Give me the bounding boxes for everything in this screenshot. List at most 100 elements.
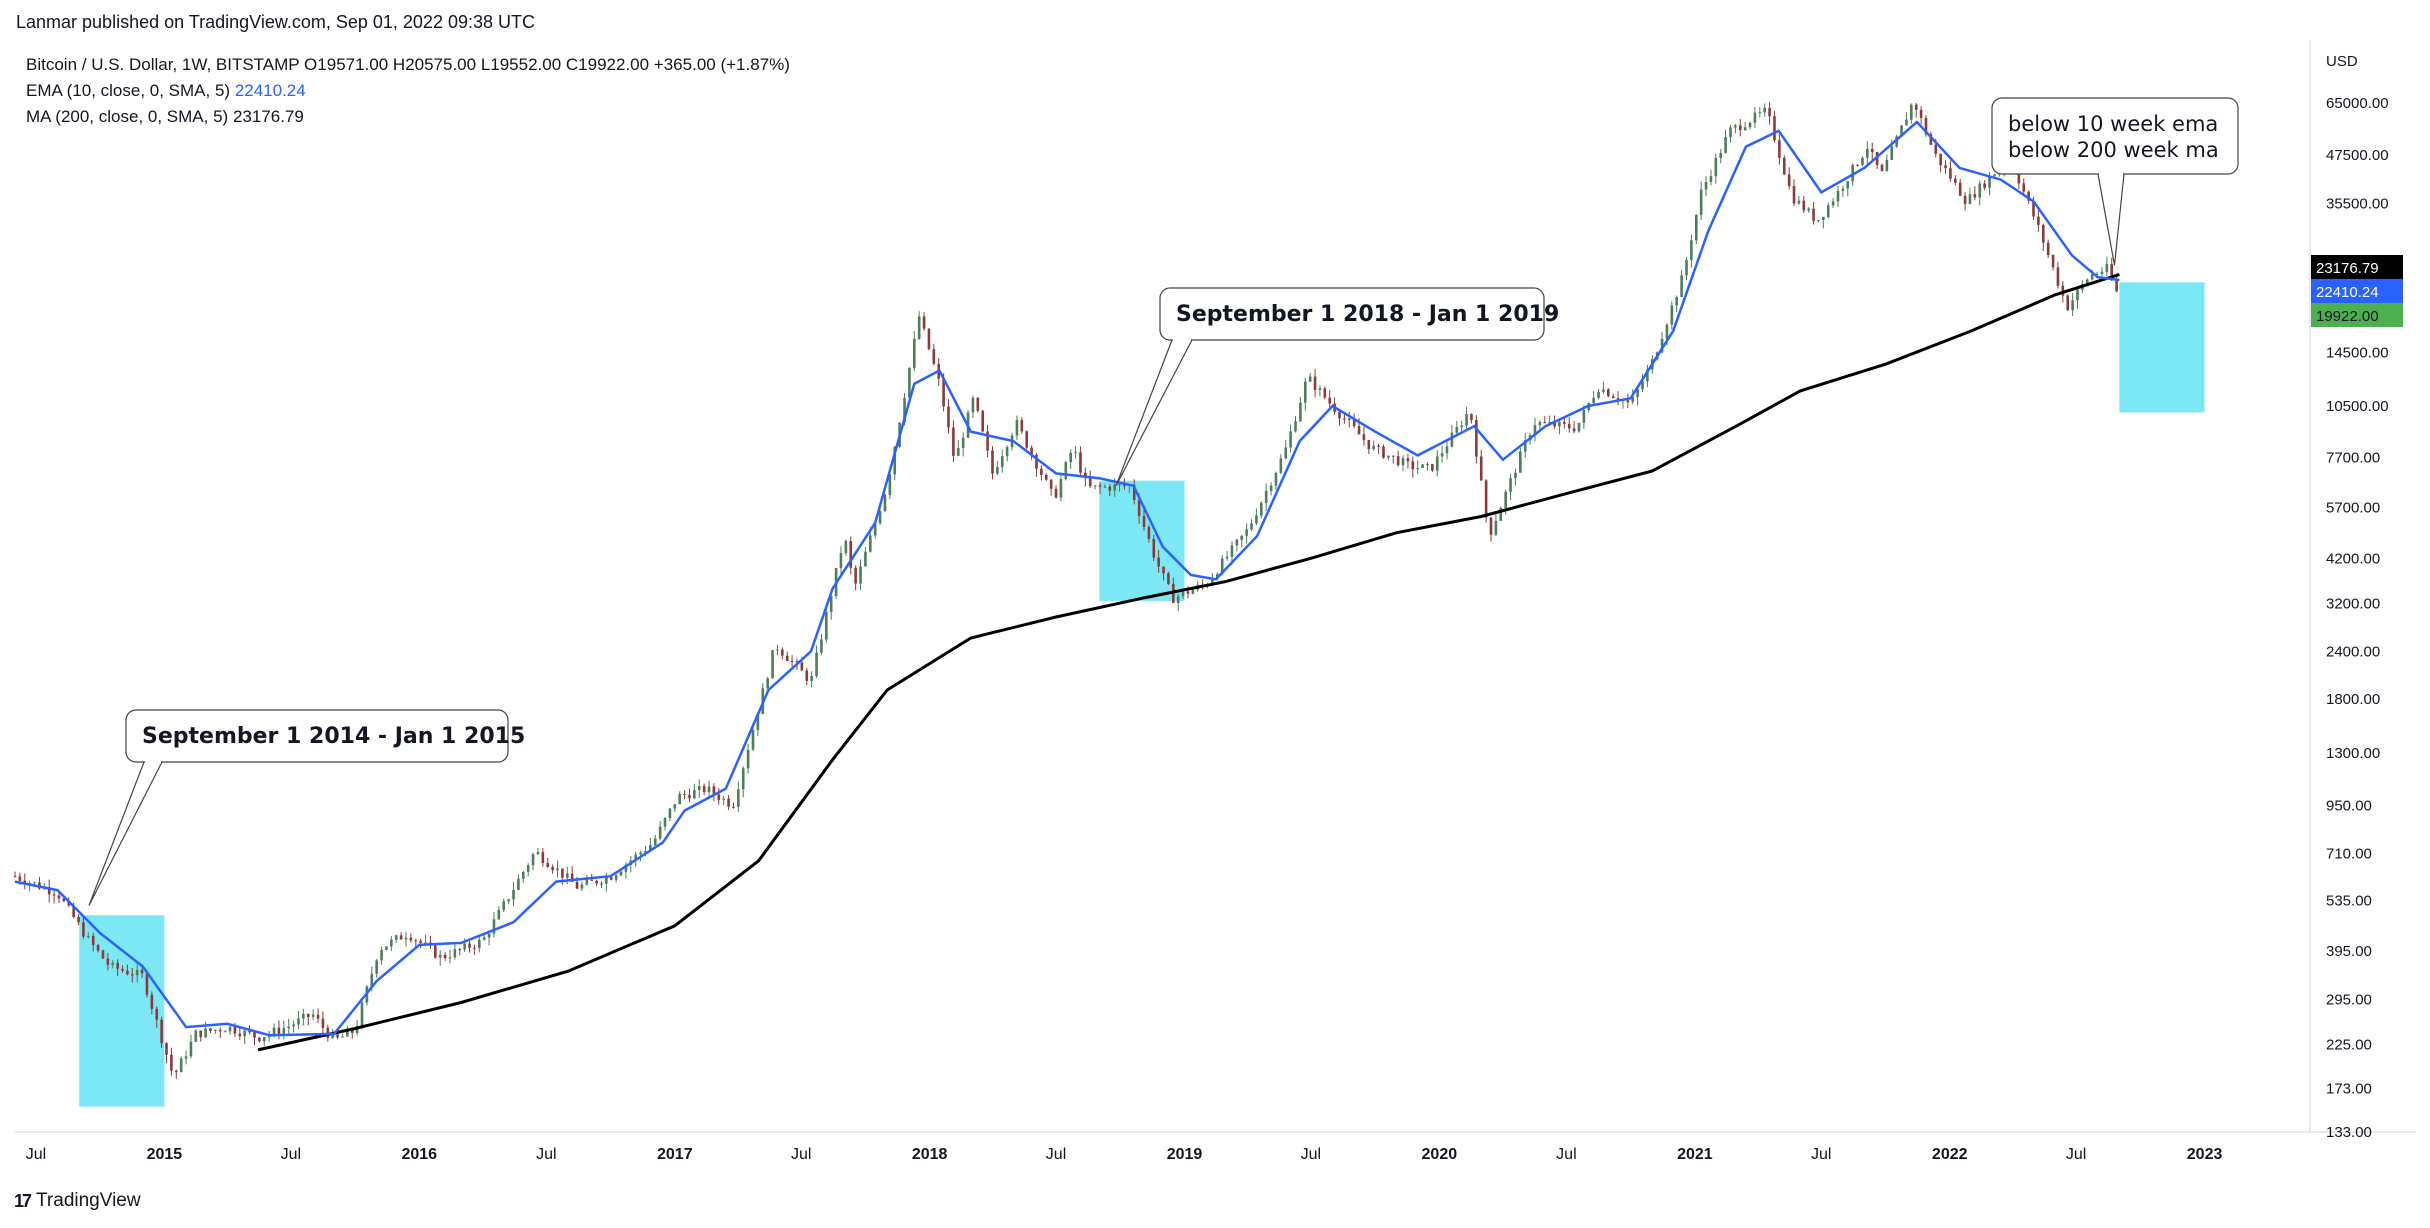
candle-body <box>1308 376 1312 382</box>
x-tick-label: Jul <box>1301 1146 1321 1163</box>
candle-body <box>517 878 520 890</box>
candle-body <box>1866 148 1869 158</box>
x-tick-label: 2018 <box>912 1146 948 1163</box>
candle-body <box>1924 117 1928 135</box>
candle-body <box>1685 259 1688 276</box>
price-tag-close <box>2311 303 2403 327</box>
candle-body <box>130 974 134 976</box>
y-tick-label: 173.00 <box>2326 1080 2372 1097</box>
candle-body <box>1768 107 1771 117</box>
y-tick-label: 5700.00 <box>2326 500 2380 517</box>
candle-body <box>1743 127 1747 131</box>
candle-body <box>1817 220 1820 222</box>
candle-body <box>1103 486 1107 488</box>
price-chart[interactable]: September 1 2014 - Jan 1 2015 September 1… <box>0 0 2430 1180</box>
candle-body <box>1729 127 1732 138</box>
candle-body <box>1963 195 1967 204</box>
candle-body <box>2027 191 2030 201</box>
candle-body <box>873 523 877 536</box>
candle-body <box>1181 591 1185 597</box>
candle-body <box>1831 201 1835 206</box>
candle-body <box>1914 104 1918 110</box>
candle-body <box>341 1036 344 1038</box>
candle-body <box>1919 109 1923 118</box>
candle-body <box>1035 454 1038 469</box>
candle-body <box>443 954 447 959</box>
candle-body <box>986 431 989 451</box>
candle-body <box>1782 157 1786 175</box>
candle-body <box>883 494 887 512</box>
candle-body <box>1328 397 1332 404</box>
candle-body <box>1431 464 1434 471</box>
candle-body <box>390 939 393 947</box>
candle-body <box>223 1031 227 1033</box>
candle-body <box>1890 146 1894 160</box>
candle-body <box>908 367 911 398</box>
candle-body <box>248 1030 251 1033</box>
candle-body <box>1660 338 1664 353</box>
x-tick-label: Jul <box>26 1146 46 1163</box>
candle-body <box>1176 596 1180 603</box>
candle-body <box>673 804 677 809</box>
candle-body <box>1220 558 1224 575</box>
callout-2014-pointer <box>88 761 163 906</box>
candle-body <box>404 937 408 940</box>
y-tick-label: 225.00 <box>2326 1037 2372 1054</box>
candle-body <box>179 1058 183 1073</box>
candle-body <box>1626 400 1630 403</box>
x-tick-label: Jul <box>1811 1146 1831 1163</box>
candle-body <box>1973 194 1977 198</box>
candle-body <box>1015 420 1019 436</box>
callout-layer: September 1 2014 - Jan 1 2015 September 1… <box>88 97 2239 906</box>
candle-body <box>956 448 960 456</box>
candle-body <box>1861 157 1864 166</box>
x-tick-label: Jul <box>1046 1146 1066 1163</box>
candle-body <box>1025 431 1028 448</box>
y-tick-label: 65000.00 <box>2326 95 2389 112</box>
x-tick-label: 2020 <box>1422 1146 1458 1163</box>
candle-body <box>825 611 828 640</box>
candle-body <box>1680 275 1683 298</box>
candle-body <box>1939 153 1942 166</box>
price-tag-ma-label: 23176.79 <box>2316 260 2379 277</box>
candle-body <box>311 1014 315 1018</box>
candle-body <box>1558 421 1561 427</box>
candle-body <box>2095 273 2099 275</box>
candle-body <box>2032 200 2035 217</box>
y-tick-label: 1800.00 <box>2326 691 2380 708</box>
x-tick-label: Jul <box>536 1146 556 1163</box>
candle-body <box>1636 389 1639 398</box>
candle-body <box>702 786 706 792</box>
candle-body <box>2051 254 2055 268</box>
candle-body <box>556 868 559 871</box>
callout-2022-text: below 200 week ma <box>2008 138 2219 162</box>
candle-body <box>189 1041 193 1057</box>
candle-body <box>820 639 823 653</box>
candle-body <box>1504 491 1507 509</box>
candle-body <box>653 838 657 845</box>
candle-body <box>639 852 642 855</box>
candle-body <box>468 943 471 948</box>
candle-body <box>1040 468 1043 475</box>
candle-body <box>1132 485 1136 500</box>
candle-body <box>1186 591 1190 594</box>
callout-2018-text: September 1 2018 - Jan 1 2019 <box>1176 302 1559 327</box>
candle-body <box>1225 556 1229 559</box>
candle-body <box>1064 462 1068 479</box>
candle-body <box>1934 144 1938 154</box>
candle-body <box>1093 485 1097 487</box>
x-tick-label: Jul <box>791 1146 811 1163</box>
candle-body <box>1401 458 1405 466</box>
candle-body <box>707 786 711 792</box>
candle-body <box>1054 488 1058 498</box>
candle-body <box>961 437 965 449</box>
candle-body <box>1787 174 1791 187</box>
candle-body <box>1338 411 1341 419</box>
candle-body <box>634 854 638 861</box>
candle-body <box>272 1027 276 1034</box>
candle-body <box>1895 136 1898 147</box>
candle-body <box>663 817 667 827</box>
candle-body <box>492 919 496 934</box>
candle-body <box>1255 515 1258 524</box>
candle-body <box>893 446 897 475</box>
